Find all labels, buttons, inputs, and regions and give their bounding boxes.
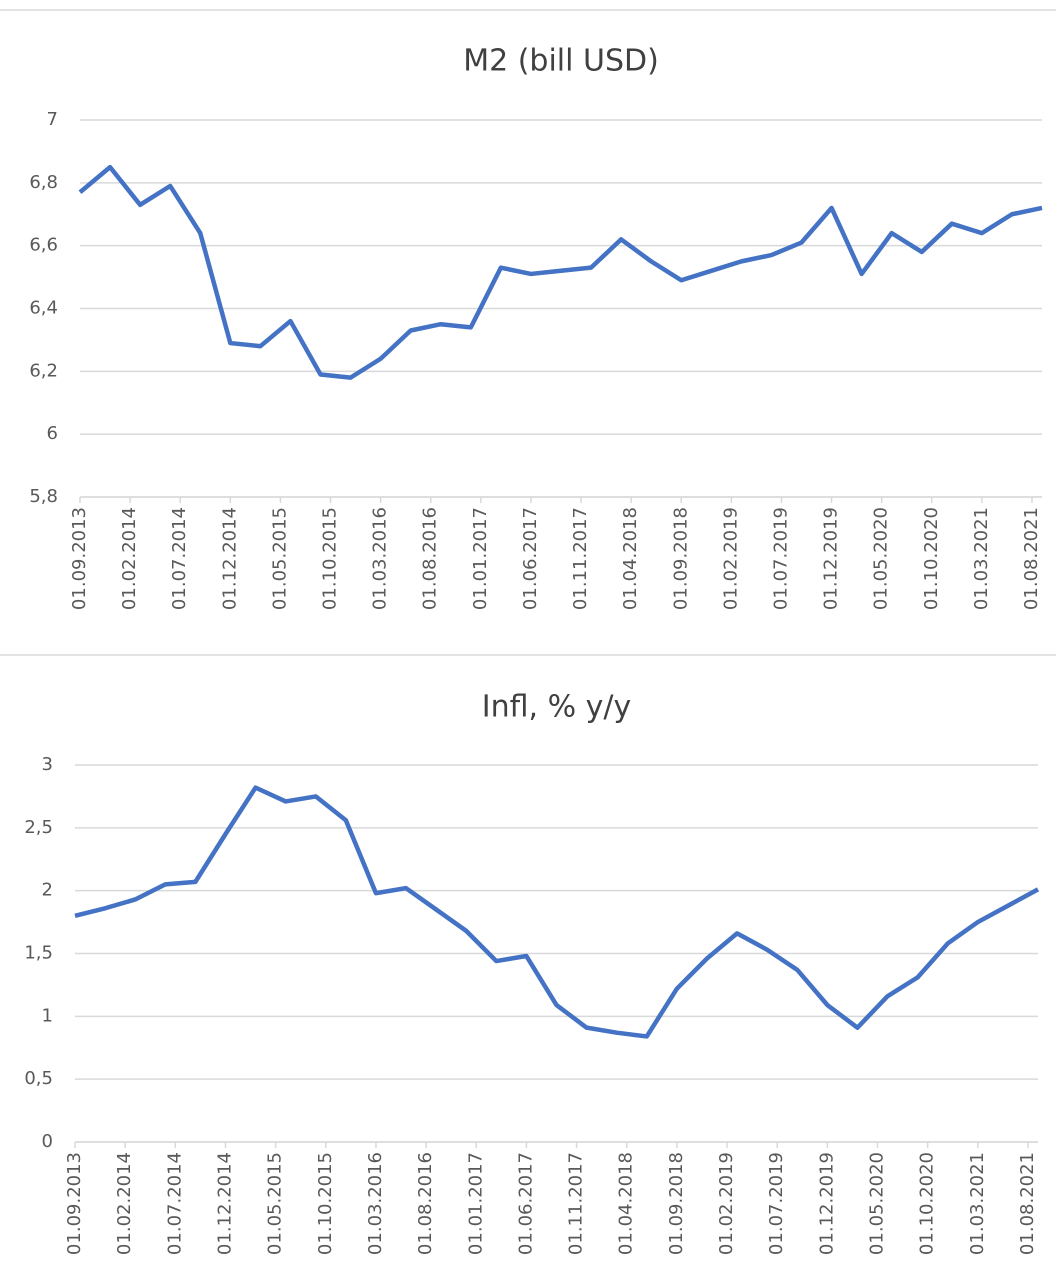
x-tick-label: 01.03.2021 <box>967 1152 988 1255</box>
x-tick-label: 01.05.2020 <box>867 1152 888 1255</box>
x-tick-label: 01.10.2020 <box>921 507 942 610</box>
x-tick-label: 01.02.2014 <box>119 507 140 610</box>
data-line <box>74 785 1040 1039</box>
y-tick-label: 6,4 <box>29 298 58 319</box>
x-tick-label: 01.11.2017 <box>566 1152 587 1255</box>
x-tick-label: 01.02.2014 <box>114 1152 135 1255</box>
y-tick-label: 0,5 <box>24 1068 53 1089</box>
x-tick-label: 01.03.2016 <box>365 1152 386 1255</box>
x-tick-label: 01.09.2013 <box>64 1152 85 1255</box>
x-tick-label: 01.05.2015 <box>265 1152 286 1255</box>
x-tick-label: 01.12.2019 <box>816 1152 837 1255</box>
x-tick-label: 01.12.2019 <box>821 507 842 610</box>
x-tick-label: 01.09.2013 <box>69 507 90 610</box>
y-tick-label: 0 <box>42 1131 53 1152</box>
x-tick-label: 01.08.2016 <box>420 507 441 610</box>
x-tick-label: 01.12.2014 <box>219 507 240 610</box>
y-tick-label: 1 <box>42 1005 53 1026</box>
x-tick-label: 01.06.2017 <box>520 507 541 610</box>
y-tick-label: 7 <box>47 109 58 130</box>
y-tick-label: 6,8 <box>29 172 58 193</box>
y-tick-label: 6,6 <box>29 235 58 256</box>
x-tick-label: 01.07.2014 <box>169 507 190 610</box>
y-tick-label: 1,5 <box>24 943 53 964</box>
chart-title: Infl, % y/y <box>482 690 632 725</box>
x-tick-label: 01.08.2016 <box>415 1152 436 1255</box>
x-tick-label: 01.07.2019 <box>770 507 791 610</box>
x-tick-label: 01.05.2020 <box>871 507 892 610</box>
y-tick-label: 6,2 <box>29 360 58 381</box>
x-tick-label: 01.02.2019 <box>720 507 741 610</box>
x-tick-label: 01.09.2018 <box>666 1152 687 1255</box>
x-tick-label: 01.01.2017 <box>470 507 491 610</box>
x-tick-label: 01.04.2018 <box>616 1152 637 1255</box>
x-tick-label: 01.08.2021 <box>1021 507 1042 610</box>
chart-title: M2 (bill USD) <box>463 44 659 79</box>
x-tick-label: 01.10.2015 <box>320 507 341 610</box>
x-tick-label: 01.04.2018 <box>620 507 641 610</box>
data-line <box>78 164 1043 380</box>
y-tick-label: 5,8 <box>29 486 58 507</box>
x-tick-label: 01.07.2019 <box>766 1152 787 1255</box>
x-tick-label: 01.03.2021 <box>971 507 992 610</box>
x-tick-label: 01.05.2015 <box>269 507 290 610</box>
x-tick-label: 01.03.2016 <box>370 507 391 610</box>
x-tick-label: 01.10.2020 <box>917 1152 938 1255</box>
x-tick-label: 01.01.2017 <box>465 1152 486 1255</box>
x-tick-label: 01.07.2014 <box>164 1152 185 1255</box>
y-tick-label: 3 <box>42 754 53 775</box>
y-tick-label: 2,5 <box>24 817 53 838</box>
y-tick-label: 6 <box>47 423 58 444</box>
x-tick-label: 01.06.2017 <box>515 1152 536 1255</box>
x-tick-label: 01.11.2017 <box>570 507 591 610</box>
y-tick-label: 2 <box>42 880 53 901</box>
x-tick-label: 01.02.2019 <box>716 1152 737 1255</box>
x-tick-label: 01.08.2021 <box>1017 1152 1038 1255</box>
x-tick-label: 01.12.2014 <box>214 1152 235 1255</box>
x-tick-label: 01.10.2015 <box>315 1152 336 1255</box>
x-tick-label: 01.09.2018 <box>670 507 691 610</box>
